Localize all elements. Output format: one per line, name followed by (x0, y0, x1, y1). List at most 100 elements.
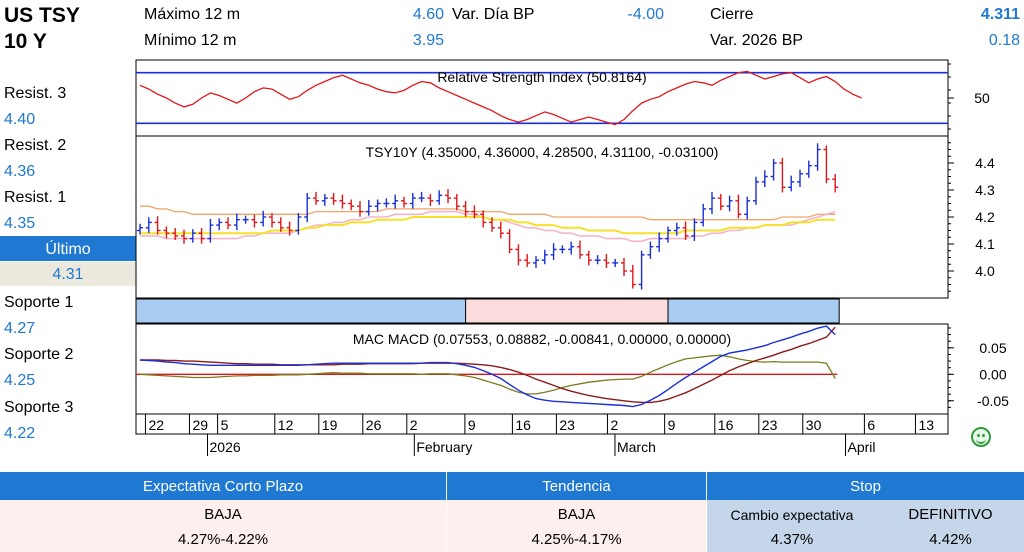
ohlc-bar (726, 195, 733, 212)
soporte1-label: Soporte 1 (4, 294, 74, 311)
x-group-label: February (416, 439, 472, 455)
col1-line1: BAJA (204, 506, 242, 523)
price-panel: TSY10Y (4.35000, 4.36000, 4.28500, 4.311… (135, 135, 995, 299)
price-y-tick-label: 4.1 (975, 236, 995, 252)
ohlc-bar (339, 194, 346, 209)
ohlc-bar (365, 199, 372, 216)
rsi-y-tick-label: 50 (974, 90, 990, 106)
ohlc-bar (805, 160, 812, 178)
price-y-axis: 4.0 4.1 4.2 4.3 4.4 (948, 142, 995, 292)
x-tick-label: 26 (366, 417, 382, 433)
x-tick-label: 23 (559, 417, 575, 433)
var2026-label: Var. 2026 BP (710, 32, 804, 49)
col3-sub1-label: Cambio expectativa (730, 507, 854, 523)
resist2-value: 4.36 (4, 163, 36, 180)
x-tick-label: 29 (192, 417, 208, 433)
ohlc-bar (823, 145, 830, 184)
soporte3-value: 4.22 (4, 425, 36, 442)
ohlc-bar (770, 158, 777, 181)
ohlc-bar (295, 212, 302, 235)
band-segment-blue (135, 298, 471, 324)
macd-signal-line (140, 326, 836, 404)
macd-y-tick-label: -0.05 (977, 393, 1009, 409)
ohlc-bar (233, 213, 240, 231)
yellow-ma-line (140, 216, 836, 235)
ohlc-bar (594, 255, 601, 265)
ohlc-bar (497, 221, 504, 239)
ohlc-bar (269, 212, 275, 228)
ohlc-bar (797, 169, 803, 188)
ohlc-bar (735, 194, 742, 219)
ohlc-bar (251, 214, 258, 228)
pink-ma-line (140, 210, 836, 243)
ohlc-bar (145, 217, 152, 233)
macd-panel: MAC MACD (0.07553, 0.08882, -0.00841, 0.… (135, 323, 1009, 415)
smiley-logo-icon (971, 427, 991, 447)
ohlc-bar (673, 222, 680, 236)
ohlc-bar (462, 201, 469, 217)
ohlc-bar (559, 245, 566, 254)
signal-band (135, 298, 840, 324)
x-tick-label: 16 (515, 417, 531, 433)
ohlc-bar (550, 243, 557, 260)
col3-header: Stop (707, 472, 1024, 500)
ohlc-bar (286, 221, 293, 236)
ohlc-bar (172, 228, 179, 240)
macd-y-tick-label: 0.00 (979, 366, 1006, 382)
ohlc-bar (427, 194, 434, 206)
price-title: TSY10Y (4.35000, 4.36000, 4.28500, 4.311… (366, 144, 719, 160)
ohlc-bar (277, 217, 284, 232)
soporte2-label: Soporte 2 (4, 346, 74, 363)
ohlc-bar (612, 258, 619, 267)
ohlc-bar (682, 221, 689, 240)
vardia-label: Var. Día BP (452, 6, 535, 23)
macd-y-axis: -0.05 0.00 0.05 (948, 327, 1009, 409)
col1-line2: 4.27%-4.22% (177, 531, 269, 548)
ohlc-bar (489, 217, 495, 232)
max12-value: 4.60 (412, 6, 444, 23)
rsi-line (139, 70, 862, 126)
ohlc-bar (480, 210, 487, 228)
var2026-value: 0.18 (988, 32, 1020, 49)
col1-header: Expectativa Corto Plazo (0, 472, 446, 500)
col3-sub2-label: DEFINITIVO (908, 506, 993, 523)
x-tick-label: 2 (610, 417, 618, 433)
x-group-label: April (848, 439, 876, 455)
x-tick-label: 16 (718, 417, 734, 433)
ohlc-bar (348, 199, 355, 211)
col2-line2: 4.25%-4.17% (531, 531, 622, 548)
ohlc-bar (374, 199, 381, 212)
max12-label: Máximo 12 m (144, 6, 241, 23)
ohlc-bar (216, 218, 223, 231)
col2-cell: BAJA 4.25%-4.17% (447, 500, 706, 552)
x-tick-label: 9 (468, 417, 476, 433)
ohlc-bars (137, 143, 839, 290)
ohlc-bar (409, 192, 416, 209)
ohlc-bar (779, 157, 786, 193)
rsi-y-axis: 50 (948, 63, 990, 130)
ohlc-bar (832, 174, 839, 193)
x-tick-label: 5 (221, 417, 229, 433)
price-y-tick-label: 4.3 (975, 182, 995, 198)
x-group-label: March (617, 439, 656, 455)
band-segment-pink (465, 298, 673, 324)
ohlc-bar (665, 226, 671, 243)
macd-title: MAC MACD (0.07553, 0.08882, -0.00841, 0.… (353, 331, 731, 347)
ohlc-bar (207, 218, 214, 243)
ohlc-bar (181, 229, 187, 244)
x-tick-label: 9 (668, 417, 676, 433)
resist1-value: 4.35 (4, 215, 36, 232)
band-segment-blue (667, 298, 840, 324)
macd-line (139, 325, 836, 408)
price-y-tick-label: 4.4 (975, 155, 995, 171)
ohlc-bar (357, 201, 363, 217)
ohlc-bar (691, 218, 698, 242)
ohlc-bar (577, 240, 583, 259)
ohlc-bar (321, 194, 328, 206)
ohlc-bar (744, 196, 751, 220)
ultimo-value: 4.31 (0, 262, 136, 286)
ohlc-bar (260, 210, 267, 227)
ultimo-label: Último (0, 236, 136, 261)
price-y-tick-label: 4.0 (975, 263, 995, 279)
